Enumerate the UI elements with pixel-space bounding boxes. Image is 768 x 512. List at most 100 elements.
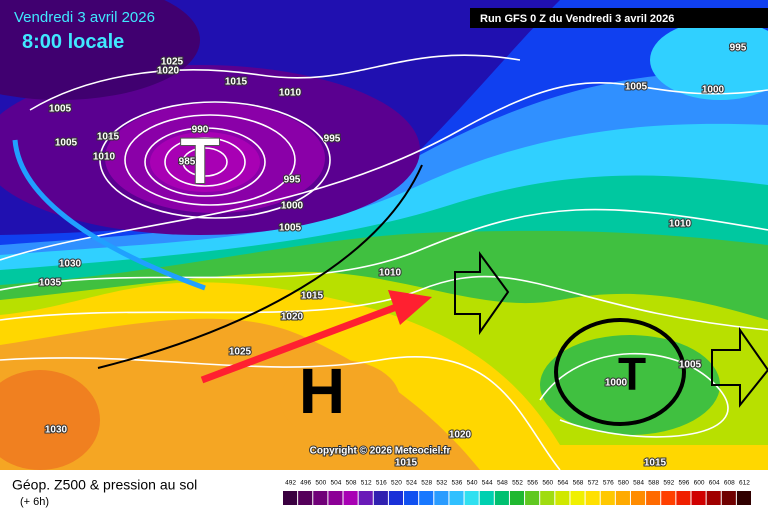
- scale-label: 604: [709, 480, 720, 487]
- isobar-label: 1015: [301, 291, 324, 302]
- isobar-label: 1015: [97, 132, 120, 143]
- scale-label: 588: [648, 480, 659, 487]
- high-marker: H: [299, 355, 345, 427]
- scale-swatch: [388, 491, 404, 505]
- isobar-label: 1020: [281, 312, 304, 323]
- isobar-label: 1015: [644, 458, 667, 469]
- scale-label: 504: [331, 480, 342, 487]
- pressure-field: [0, 0, 768, 470]
- scale-label: 516: [376, 480, 387, 487]
- color-scale: 492 496 500 504 508 512 516 520 524 528 532 536 540 5…: [283, 480, 751, 505]
- scale-label: 496: [300, 480, 311, 487]
- scale-swatch: [676, 491, 691, 505]
- isobar-label: 1035: [39, 278, 62, 289]
- scale-swatch: [646, 491, 661, 505]
- scale-label: 536: [452, 480, 463, 487]
- isobar-label: 1015: [395, 458, 418, 469]
- scale-label: 552: [512, 480, 523, 487]
- isobar-label: 1005: [49, 104, 72, 115]
- scale-swatch: [434, 491, 449, 505]
- scale-swatch: [540, 491, 555, 505]
- isobar-label: 995: [284, 175, 301, 186]
- isobar-label: 1030: [59, 259, 82, 270]
- isobar-label: 1025: [161, 57, 184, 68]
- forecast-step: (+ 6h): [20, 496, 49, 508]
- scale-swatch: [555, 491, 570, 505]
- scale-label: 600: [694, 480, 705, 487]
- isobar-label: 1000: [281, 201, 304, 212]
- scale-swatch: [525, 491, 540, 505]
- scale-swatch: [736, 491, 751, 505]
- isobar-label: 1010: [669, 219, 692, 230]
- copyright: Copyright © 2026 Meteociel.fr: [310, 446, 451, 457]
- scale-label: 612: [739, 480, 750, 487]
- isobar-label: 990: [192, 125, 209, 136]
- scale-swatch: [298, 491, 313, 505]
- scale-label: 520: [391, 480, 402, 487]
- scale-swatch: [464, 491, 479, 505]
- scale-label: 528: [421, 480, 432, 487]
- scale-swatch: [313, 491, 328, 505]
- scale-label: 572: [588, 480, 599, 487]
- scale-swatch: [585, 491, 600, 505]
- isobar-label: 1015: [225, 77, 248, 88]
- scale-swatch: [328, 491, 343, 505]
- low-marker: T: [180, 123, 220, 197]
- scale-label: 584: [633, 480, 644, 487]
- scale-swatch: [570, 491, 585, 505]
- scale-label: 532: [436, 480, 447, 487]
- isobar-labels: 1025102010151010100510151005101099098599…: [38, 42, 748, 470]
- scale-label: 556: [527, 480, 538, 487]
- run-info: Run GFS 0 Z du Vendredi 3 avril 2026: [480, 13, 674, 25]
- scale-swatch: [721, 491, 736, 505]
- scale-swatch: [706, 491, 721, 505]
- footer-title: Géop. Z500 & pression au sol: [12, 477, 197, 493]
- scale-label: 576: [603, 480, 614, 487]
- isobar-label: 1030: [45, 425, 68, 436]
- isobar-label: 985: [179, 157, 196, 168]
- low-marker: T: [618, 348, 646, 400]
- scale-swatch: [600, 491, 615, 505]
- isobar-label: 1005: [279, 223, 302, 234]
- run-box: [470, 8, 768, 28]
- scale-swatch: [419, 491, 434, 505]
- annotations: [12, 139, 768, 426]
- time: 8:00 locale: [22, 31, 124, 53]
- isobar-lines: [0, 54, 768, 471]
- isobar-label: 995: [730, 43, 747, 54]
- scale-label: 524: [406, 480, 417, 487]
- scale-label: 560: [542, 480, 553, 487]
- isobar-label: 1020: [157, 66, 180, 77]
- scale-swatch: [661, 491, 676, 505]
- scale-swatch: [358, 491, 373, 505]
- scale-label: 548: [497, 480, 508, 487]
- isobar-label: 1020: [449, 430, 472, 441]
- isobar-label: 1005: [679, 360, 702, 371]
- date: Vendredi 3 avril 2026: [14, 9, 155, 26]
- scale-swatch: [404, 491, 419, 505]
- scale-swatch: [509, 491, 525, 505]
- scale-label: 540: [467, 480, 478, 487]
- scale-swatch: [449, 491, 464, 505]
- scale-label: 592: [663, 480, 674, 487]
- isobar-label: 1000: [605, 378, 628, 389]
- scale-label: 508: [346, 480, 357, 487]
- scale-swatch: [343, 491, 358, 505]
- scale-swatch: [494, 491, 509, 505]
- isobar-label: 1000: [702, 85, 725, 96]
- scale-swatch: [630, 491, 646, 505]
- scale-swatch: [373, 491, 388, 505]
- scale-label: 544: [482, 480, 493, 487]
- isobar-label: 995: [324, 134, 341, 145]
- isobar-label: 1025: [229, 347, 252, 358]
- scale-label: 500: [315, 480, 326, 487]
- scale-label: 608: [724, 480, 735, 487]
- isobar-label: 1010: [379, 268, 402, 279]
- scale-swatch: [691, 491, 706, 505]
- scale-label: 596: [678, 480, 689, 487]
- isobar-label: 1005: [625, 82, 648, 93]
- scale-label: 568: [573, 480, 584, 487]
- isobar-label: 1005: [55, 138, 78, 149]
